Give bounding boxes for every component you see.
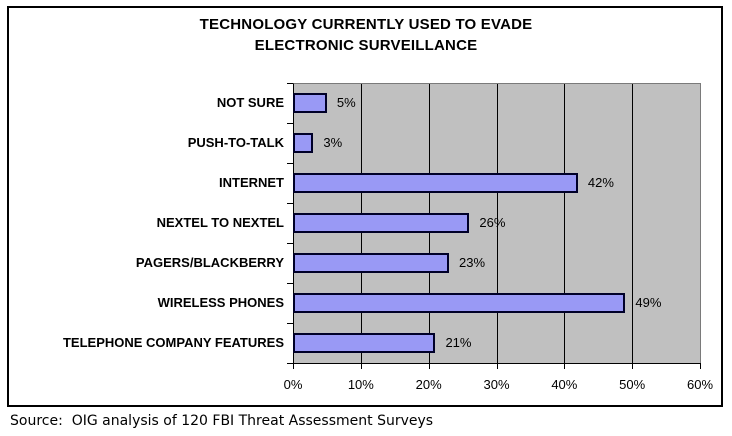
bar-value-label: 23% [459, 255, 486, 270]
bar [293, 173, 578, 193]
category-label: PUSH-TO-TALK [187, 135, 284, 150]
bar [293, 213, 470, 233]
source-note: Source: OIG analysis of 120 FBI Threat A… [10, 413, 434, 429]
x-axis-tick [293, 363, 294, 369]
bar [293, 133, 314, 153]
bar [293, 293, 626, 313]
bar-value-label: 42% [587, 175, 614, 190]
bar-value-label: 5% [336, 95, 356, 110]
x-tick-label: 30% [483, 377, 510, 392]
category-label: NEXTEL TO NEXTEL [156, 215, 284, 230]
x-tick-label: 20% [415, 377, 442, 392]
gridline [564, 84, 566, 363]
chart-title: TECHNOLOGY CURRENTLY USED TO EVADE ELECT… [0, 14, 732, 56]
bar-value-label: 26% [479, 215, 506, 230]
y-axis-tick [287, 123, 293, 124]
y-axis-tick [287, 163, 293, 164]
category-label: WIRELESS PHONES [157, 295, 284, 310]
bar [293, 93, 327, 113]
y-axis-tick [287, 203, 293, 204]
y-axis-tick [287, 243, 293, 244]
bar-value-label: 21% [445, 335, 472, 350]
category-label: TELEPHONE COMPANY FEATURES [62, 335, 284, 350]
x-axis-tick [700, 363, 701, 369]
x-tick-label: 60% [686, 377, 714, 392]
gridline [496, 84, 498, 363]
x-tick-label: 40% [551, 377, 578, 392]
category-label: INTERNET [219, 175, 284, 190]
y-axis-tick [287, 83, 293, 84]
x-tick-label: 10% [347, 377, 374, 392]
bar [293, 253, 450, 273]
y-axis-tick [287, 283, 293, 284]
x-axis-tick [428, 363, 430, 369]
chart-title-line-2: ELECTRONIC SURVEILLANCE [254, 37, 478, 54]
x-axis-tick [564, 363, 566, 369]
gridline [632, 84, 634, 363]
x-axis-tick [632, 363, 634, 369]
category-label: PAGERS/BLACKBERRY [135, 255, 284, 270]
y-axis-tick [287, 363, 293, 364]
bar-value-label: 3% [323, 135, 343, 150]
bar [293, 333, 436, 353]
bar-value-label: 49% [635, 295, 662, 310]
x-tick-label: 0% [283, 377, 303, 392]
category-label: NOT SURE [216, 95, 284, 110]
x-tick-label: 50% [619, 377, 646, 392]
x-axis-tick [360, 363, 362, 369]
y-axis-tick [287, 323, 293, 324]
chart-title-line-1: TECHNOLOGY CURRENTLY USED TO EVADE [199, 16, 533, 33]
x-axis-tick [496, 363, 498, 369]
